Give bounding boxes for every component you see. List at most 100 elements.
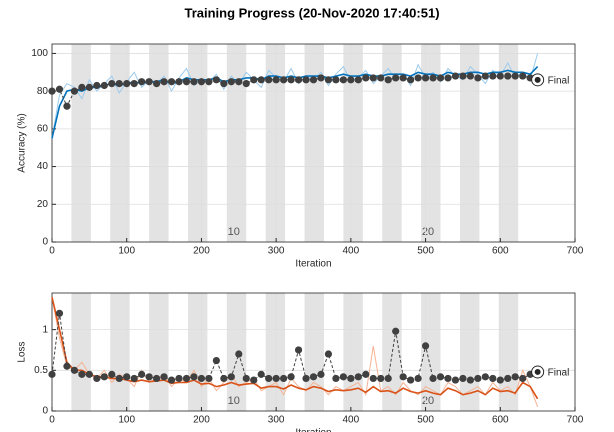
validation-point — [399, 373, 407, 381]
x-tick-label: 400 — [343, 246, 360, 257]
validation-point — [138, 78, 146, 86]
validation-point — [496, 72, 504, 80]
epoch-band — [226, 44, 247, 242]
validation-point — [362, 74, 370, 82]
x-tick-label: 700 — [567, 246, 584, 257]
final-label: Final — [548, 75, 570, 86]
validation-point — [332, 76, 340, 84]
validation-point — [466, 376, 474, 384]
epoch-band — [343, 293, 363, 411]
validation-point — [421, 342, 430, 350]
validation-point — [347, 76, 355, 84]
validation-point — [205, 374, 213, 383]
validation-point — [466, 72, 474, 80]
validation-point — [451, 72, 460, 80]
validation-point — [197, 78, 206, 86]
validation-point — [511, 373, 519, 381]
validation-point — [205, 78, 213, 86]
validation-point — [362, 370, 370, 378]
validation-point — [160, 373, 168, 381]
validation-point — [280, 76, 288, 84]
validation-point — [70, 366, 79, 374]
validation-point — [287, 373, 295, 381]
y-axis-label: Accuracy (%) — [17, 113, 28, 172]
validation-point — [324, 350, 333, 358]
epoch-band — [265, 44, 286, 242]
validation-point — [257, 76, 265, 84]
validation-point — [294, 76, 303, 84]
validation-point — [474, 374, 482, 383]
validation-point — [504, 72, 512, 80]
validation-point — [115, 80, 123, 88]
validation-point — [444, 74, 452, 82]
validation-point — [70, 87, 79, 95]
window-title: Training Progress (20-Nov-2020 17:40:51) — [184, 5, 439, 20]
validation-point — [451, 376, 460, 384]
validation-point — [85, 370, 93, 378]
validation-point — [459, 72, 467, 80]
validation-point — [489, 374, 497, 383]
validation-point — [153, 80, 161, 88]
validation-point — [55, 309, 64, 317]
validation-point — [220, 374, 228, 383]
validation-point — [78, 83, 86, 91]
validation-point — [399, 74, 407, 82]
validation-point — [272, 76, 280, 84]
final-marker-dot — [534, 76, 541, 83]
x-tick-label: 400 — [343, 415, 360, 426]
validation-point — [392, 327, 400, 335]
x-tick-label: 200 — [193, 246, 210, 257]
validation-point — [235, 350, 243, 358]
validation-point — [496, 376, 504, 384]
y-tick-label: 0.5 — [34, 365, 48, 376]
validation-point — [369, 374, 377, 383]
validation-point — [436, 74, 445, 82]
validation-point — [78, 370, 86, 378]
epoch-band — [149, 293, 169, 411]
validation-point — [167, 376, 176, 384]
validation-point — [115, 374, 123, 383]
validation-point — [354, 373, 362, 381]
validation-point — [414, 374, 422, 383]
validation-point — [481, 72, 489, 80]
validation-point — [235, 78, 243, 86]
validation-point — [145, 373, 153, 381]
x-tick-label: 0 — [49, 246, 55, 257]
validation-point — [242, 374, 250, 383]
validation-point — [182, 78, 191, 86]
validation-point — [384, 76, 392, 84]
validation-point — [175, 78, 183, 86]
epoch-band — [304, 293, 324, 411]
validation-point — [474, 74, 482, 82]
validation-point — [130, 80, 138, 88]
final-marker-dot — [534, 368, 541, 375]
validation-point — [48, 87, 56, 95]
y-axis-label: Loss — [17, 341, 28, 362]
epoch-band — [498, 293, 519, 411]
epoch-band — [304, 44, 324, 242]
validation-point — [481, 373, 489, 381]
validation-point — [108, 370, 116, 378]
validation-point — [242, 80, 250, 88]
y-tick-label: 1 — [42, 324, 48, 335]
validation-point — [519, 374, 527, 383]
validation-point — [317, 370, 325, 378]
epoch-band — [71, 44, 91, 242]
validation-point — [130, 374, 138, 383]
validation-point — [227, 78, 235, 86]
x-tick-label: 300 — [268, 415, 285, 426]
validation-point — [265, 374, 273, 383]
validation-point — [294, 346, 303, 354]
validation-point — [309, 373, 318, 381]
validation-point — [317, 74, 325, 82]
validation-point — [302, 374, 310, 383]
validation-point — [63, 362, 71, 370]
x-axis-label: Iteration — [295, 259, 331, 270]
x-tick-label: 100 — [118, 246, 135, 257]
y-tick-label: 0 — [42, 237, 48, 248]
validation-point — [63, 102, 71, 110]
validation-point — [190, 78, 198, 86]
validation-point — [504, 374, 512, 383]
validation-point — [257, 370, 265, 378]
